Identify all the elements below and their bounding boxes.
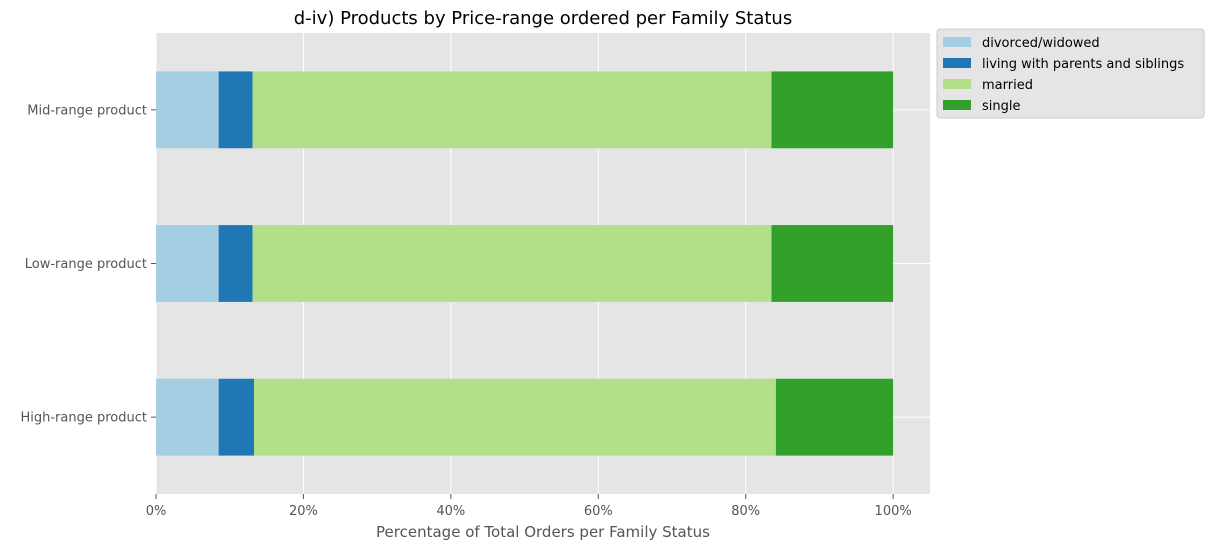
y-tick-label: Mid-range product [27,103,147,118]
y-tick-label: Low-range product [25,257,147,272]
legend-swatch [943,79,971,89]
bar-segment [156,225,219,302]
x-tick-label: 0% [146,504,167,519]
x-tick-label: 20% [289,504,318,519]
bar-segment [218,378,255,456]
bar-segment [218,71,253,149]
x-tick-label: 60% [584,504,613,519]
y-tick-label: High-range product [20,411,147,426]
legend-swatch [943,100,971,110]
bar-segment [218,225,253,302]
legend-label: married [982,78,1033,93]
legend-box [936,28,1205,119]
bar-segment [156,71,219,149]
bar-segment [771,71,894,149]
x-axis-label: Percentage of Total Orders per Family St… [376,523,710,541]
legend-swatch [943,58,971,68]
legend-label: single [982,99,1021,114]
bar-segment [254,378,776,456]
bar-segment [771,225,894,302]
bar-segment [156,378,219,456]
bar-segment [252,71,772,149]
chart-title: d-iv) Products by Price-range ordered pe… [294,8,792,29]
bar-segment [775,378,894,456]
legend-swatch [943,37,971,47]
x-tick-label: 80% [731,504,760,519]
legend-label: living with parents and siblings [982,57,1184,72]
legend-label: divorced/widowed [982,36,1100,51]
x-tick-label: 100% [875,504,912,519]
x-tick-label: 40% [436,504,465,519]
bar-segment [252,225,772,302]
